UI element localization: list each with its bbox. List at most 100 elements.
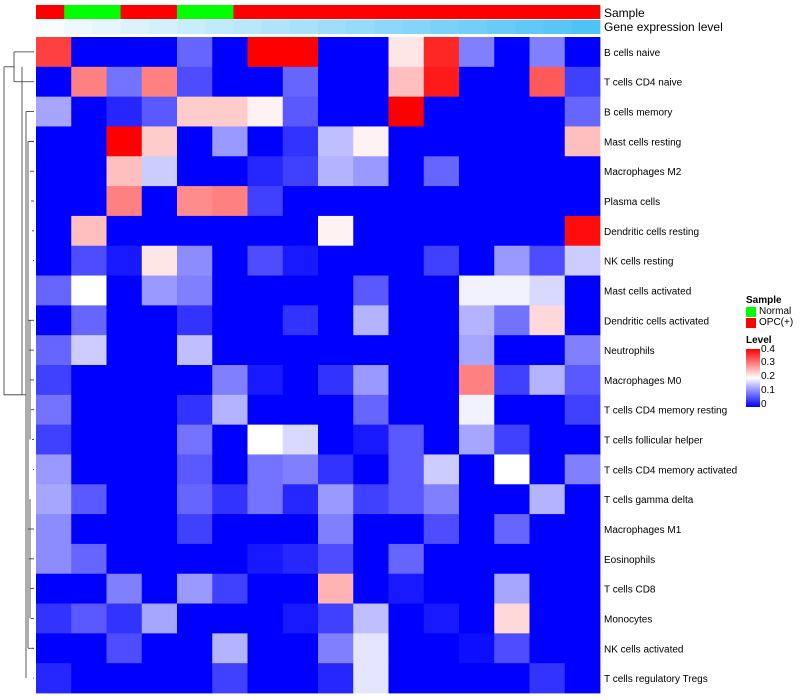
heatmap-cell [36, 633, 72, 664]
heatmap-cell [459, 484, 495, 515]
heatmap-cell [36, 156, 72, 187]
heatmap-cell [529, 245, 566, 276]
heatmap-cell [494, 215, 530, 247]
heatmap-cell [564, 543, 601, 575]
heatmap-cell [529, 663, 566, 694]
expression-annotation-cell [515, 20, 544, 34]
heatmap-cell [282, 543, 319, 575]
column-annotations [36, 5, 601, 34]
heatmap-cell [459, 365, 495, 396]
heatmap-cell [106, 245, 143, 276]
heatmap-cell [318, 633, 354, 664]
heatmap-cell [106, 305, 143, 336]
heatmap-cell [353, 543, 389, 575]
heatmap-cell [212, 573, 248, 604]
heatmap-cell [177, 275, 213, 306]
heatmap-cell [106, 215, 143, 247]
heatmap-cell [564, 245, 601, 276]
row-label: Neutrophils [604, 346, 655, 357]
heatmap-cell [353, 156, 389, 187]
level-tick: 0.3 [761, 357, 775, 368]
heatmap-cell [529, 484, 566, 515]
heatmap-cell [212, 186, 248, 217]
heatmap-cell [177, 96, 213, 127]
heatmap-cell [529, 573, 566, 604]
expression-annotation-cell [487, 20, 516, 34]
heatmap-cell [141, 454, 178, 485]
sample-annotation-cell [289, 5, 319, 19]
level-gradient [746, 349, 760, 407]
heatmap-cell [71, 663, 107, 694]
annotation-label: Sample [604, 6, 645, 20]
heatmap-cell [71, 335, 107, 366]
row-dendrogram [3, 51, 34, 679]
heatmap-cell [36, 365, 72, 396]
heatmap-cell [36, 275, 72, 306]
heatmap-cell [318, 37, 354, 68]
heatmap-cell [494, 543, 530, 575]
heatmap-cell [282, 454, 319, 485]
legend-label-opc: OPC(+) [759, 317, 794, 328]
heatmap-cell [247, 543, 284, 575]
heatmap-cell [459, 514, 495, 545]
heatmap-cell [423, 37, 460, 68]
heatmap-cell [494, 275, 530, 306]
heatmap-cell [529, 394, 566, 426]
legend-item-normal: Normal [746, 306, 793, 317]
row-label: T cells regulatory Tregs [604, 674, 708, 685]
heatmap-cell [423, 186, 460, 217]
heatmap-cell [141, 514, 178, 545]
heatmap-cell [36, 484, 72, 515]
heatmap-cell [423, 424, 460, 455]
heatmap-cell [177, 424, 213, 455]
level-colorbar: 0.4 0.3 0.2 0.1 0 [746, 345, 775, 412]
heatmap-cell [494, 156, 530, 187]
heatmap-cell [564, 126, 601, 157]
expression-annotation-cell [120, 20, 150, 34]
heatmap-cell [423, 305, 460, 336]
heatmap-cell [177, 394, 213, 426]
heatmap-cell [353, 514, 389, 545]
heatmap-cell [423, 603, 460, 634]
heatmap-cell [71, 365, 107, 396]
heatmap-cell [459, 275, 495, 306]
heatmap-cell [564, 454, 601, 485]
heatmap-cell [177, 633, 213, 664]
heatmap-cell [564, 573, 601, 604]
heatmap-cell [529, 66, 566, 98]
heatmap-cell [212, 603, 248, 634]
heatmap-cell [388, 454, 425, 485]
heatmap-cell [247, 424, 284, 455]
heatmap-cell [177, 484, 213, 515]
heatmap-cell [353, 484, 389, 515]
row-label: B cells memory [604, 108, 672, 119]
expression-annotation-cell [148, 20, 178, 34]
row-label: T cells CD4 memory resting [604, 406, 727, 417]
heatmap-cell [529, 454, 566, 485]
heatmap-cell [247, 186, 284, 217]
heatmap-cell [564, 186, 601, 217]
heatmap-cell [318, 484, 354, 515]
heatmap-cell [71, 603, 107, 634]
heatmap-cell [423, 365, 460, 396]
heatmap-cell [177, 215, 213, 247]
heatmap-cell [388, 37, 425, 68]
heatmap-cell [318, 543, 354, 575]
heatmap-cell [71, 633, 107, 664]
heatmap-cell [564, 215, 601, 247]
heatmap-cell [459, 543, 495, 575]
heatmap-cell [353, 126, 389, 157]
expression-annotation-cell [430, 20, 460, 34]
heatmap-cell [353, 603, 389, 634]
heatmap-cell [318, 573, 354, 604]
heatmap-cell [36, 424, 72, 455]
heatmap-cell [353, 394, 389, 426]
heatmap-cell [388, 215, 425, 247]
sample-annotation-cell [543, 5, 573, 19]
heatmap-cell [106, 186, 143, 217]
heatmap-cell [318, 156, 354, 187]
sample-annotation-cell [92, 5, 121, 19]
heatmap-cell [282, 245, 319, 276]
heatmap-cell [318, 514, 354, 545]
